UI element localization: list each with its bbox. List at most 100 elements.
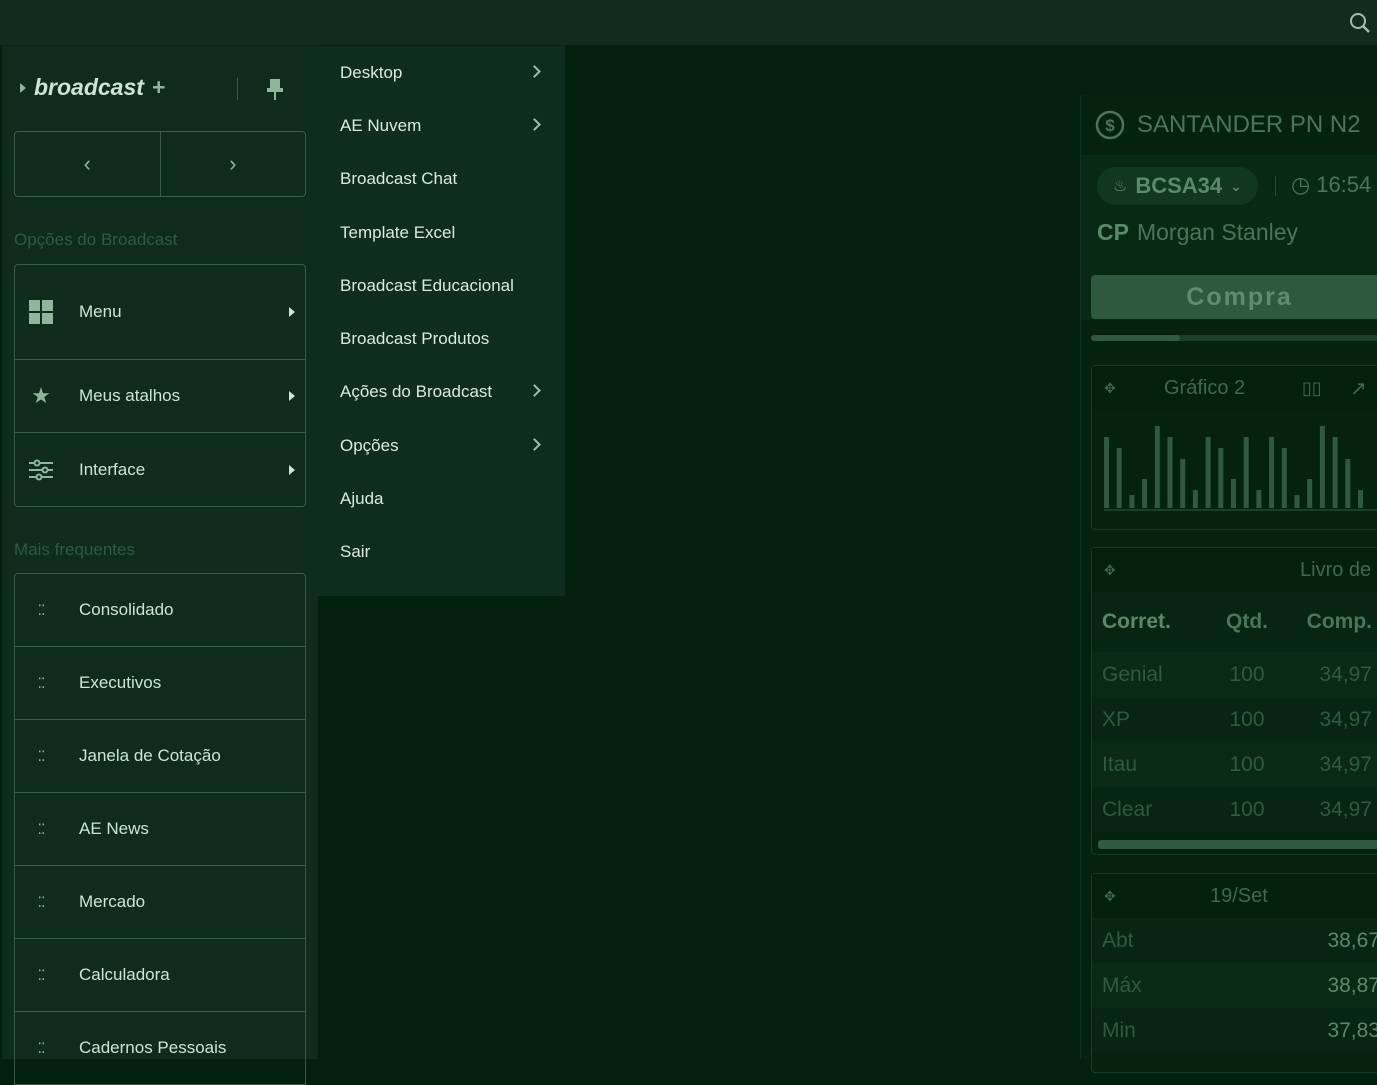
menu-item-ajuda[interactable]: Ajuda xyxy=(318,472,565,525)
chart-header: ✥ Gráfico 2 ▯▯ ↗ xyxy=(1092,366,1377,410)
book-cell: 100 xyxy=(1229,707,1265,731)
expand-icon[interactable]: ↗ xyxy=(1350,377,1367,400)
chart-bar xyxy=(1294,495,1300,508)
column-header[interactable]: Corret. xyxy=(1102,610,1171,633)
menu-item-sair[interactable]: Sair xyxy=(318,526,565,579)
menu-item-label: Ações do Broadcast xyxy=(340,382,493,402)
frequent-group: ⁚⁚ Consolidado ⁚⁚ Executivos ⁚⁚ Janela de C… xyxy=(14,573,306,1085)
options-group: Menu ★ Meus atalhos Interface xyxy=(14,264,306,507)
chart-bar xyxy=(1205,437,1211,508)
book-cell: Itau xyxy=(1102,752,1138,776)
stat-value: 37,83 xyxy=(1327,1018,1377,1042)
menu-item-ae-nuvem[interactable]: AE Nuvem xyxy=(318,99,565,152)
book-cell: 100 xyxy=(1229,797,1265,821)
move-icon[interactable]: ✥ xyxy=(1104,379,1116,396)
chart-bar xyxy=(1345,459,1351,508)
caret-right-icon xyxy=(289,464,295,475)
menu-item-produtos[interactable]: Broadcast Produtos xyxy=(318,312,565,365)
divider xyxy=(237,78,238,100)
split-icon[interactable]: ▯▯ xyxy=(1302,377,1322,398)
menu-item-label: Sair xyxy=(340,542,371,562)
book-row[interactable]: XP 100 34,97 xyxy=(1092,697,1377,742)
move-icon[interactable]: ✥ xyxy=(1104,561,1116,578)
ticker-select[interactable]: ♨ BCSA34 ⌄ xyxy=(1097,167,1258,205)
day-title: 19/Set xyxy=(1210,884,1268,907)
sidebar xyxy=(2,46,318,1059)
menu-item-educacional[interactable]: Broadcast Educacional xyxy=(318,259,565,312)
buy-button[interactable]: Compra xyxy=(1091,275,1377,319)
chart-bar xyxy=(1319,426,1325,508)
menu-item-template-excel[interactable]: Template Excel xyxy=(318,206,565,259)
section-label: Mais frequentes xyxy=(14,540,135,559)
drag-handle-icon[interactable]: ⁚⁚ xyxy=(37,674,46,691)
sidebar-item-label: Menu xyxy=(79,302,122,321)
chevron-right-icon xyxy=(528,118,541,131)
move-icon[interactable]: ✥ xyxy=(1104,887,1116,904)
day-stats-panel: ✥ 19/Set Abt 38,67 Máx 38,87 Min 37,83 xyxy=(1091,873,1377,1073)
frequent-item[interactable]: ⁚⁚ Mercado xyxy=(15,866,305,939)
column-header[interactable]: Comp. xyxy=(1306,610,1372,633)
stat-row: Min 37,83 xyxy=(1092,1008,1377,1053)
frequent-item[interactable]: ⁚⁚ Janela de Cotação xyxy=(15,720,305,793)
brand-logo: broadcast xyxy=(34,74,144,100)
sidebar-item-interface[interactable]: Interface xyxy=(15,433,305,506)
sidebar-item-shortcuts[interactable]: ★ Meus atalhos xyxy=(15,360,305,433)
drag-handle-icon[interactable]: ⁚⁚ xyxy=(37,966,46,983)
menu-item-label: Broadcast Educacional xyxy=(340,275,514,295)
chart-bar xyxy=(1332,437,1338,508)
menu-item-opcoes[interactable]: Opções xyxy=(318,419,565,472)
brand[interactable]: broadcast + xyxy=(20,74,165,101)
chart-bar xyxy=(1129,495,1135,508)
chart-bar xyxy=(1167,437,1173,508)
drag-handle-icon[interactable]: ⁚⁚ xyxy=(37,820,46,837)
history-nav: ‹ › xyxy=(14,131,306,197)
column-header[interactable]: Qtd. xyxy=(1226,610,1268,633)
stat-row: Abt 38,67 xyxy=(1092,918,1377,963)
dropdown-menu: Desktop AE Nuvem Broadcast Chat Template… xyxy=(318,46,565,596)
stat-label: Máx xyxy=(1102,973,1142,997)
time-value: 16:54 xyxy=(1316,172,1372,197)
sliders-icon xyxy=(28,459,54,481)
drag-handle-icon[interactable]: ⁚⁚ xyxy=(37,601,46,618)
drag-handle-icon[interactable]: ⁚⁚ xyxy=(37,1039,46,1056)
order-book-panel: ✥ Livro de Corret. Qtd. Comp. Genial 100 34,9… xyxy=(1091,547,1377,855)
chart-bar xyxy=(1231,479,1236,508)
mini-chart xyxy=(1104,426,1377,511)
menu-item-desktop[interactable]: Desktop xyxy=(318,46,565,99)
chevron-down-icon: ⌄ xyxy=(1230,177,1242,194)
progress-fill xyxy=(1091,335,1181,341)
frequent-item[interactable]: ⁚⁚ Cadernos Pessoais xyxy=(15,1012,305,1085)
horizontal-scrollbar[interactable] xyxy=(1098,840,1377,849)
frequent-item[interactable]: ⁚⁚ Calculadora xyxy=(15,939,305,1012)
frequent-item[interactable]: ⁚⁚ Consolidado xyxy=(15,574,305,647)
chevron-right-icon xyxy=(528,384,541,398)
book-row[interactable]: Itau 100 34,97 xyxy=(1092,742,1377,787)
pin-icon[interactable] xyxy=(266,78,284,102)
forward-button[interactable]: › xyxy=(229,151,237,176)
book-row[interactable]: Clear 100 34,97 xyxy=(1092,787,1377,832)
stat-value: 38,87 xyxy=(1327,973,1377,997)
drag-handle-icon[interactable]: ⁚⁚ xyxy=(37,893,46,910)
item-label: Mercado xyxy=(79,892,146,911)
stat-value: 38,67 xyxy=(1327,928,1377,952)
book-cell: 34,97 xyxy=(1319,707,1372,731)
frequent-item[interactable]: ⁚⁚ Executivos xyxy=(15,647,305,720)
drag-handle-icon[interactable]: ⁚⁚ xyxy=(37,747,46,764)
chart-panel: ✥ Gráfico 2 ▯▯ ↗ xyxy=(1091,365,1377,530)
ticker-label: BCSA34 xyxy=(1135,173,1223,198)
broker-line: CP Morgan Stanley xyxy=(1097,219,1361,246)
book-header-row: Corret. Qtd. Comp. xyxy=(1092,592,1377,652)
book-row[interactable]: Genial 100 34,97 xyxy=(1092,652,1377,697)
book-title: Livro de xyxy=(1300,558,1372,581)
menu-item-acoes[interactable]: Ações do Broadcast xyxy=(318,366,565,419)
frequent-item[interactable]: ⁚⁚ AE News xyxy=(15,793,305,866)
brand-plus: + xyxy=(151,74,166,100)
chart-bar xyxy=(1358,490,1363,508)
stat-label: Min xyxy=(1102,1018,1136,1042)
menu-item-broadcast-chat[interactable]: Broadcast Chat xyxy=(318,153,565,206)
chevron-right-icon xyxy=(528,437,541,451)
search-icon[interactable] xyxy=(1349,12,1371,34)
quote-window: $ SANTANDER PN N2 ♨ BCSA34 ⌄ ◷ 16:54 CP Morg… xyxy=(1080,95,1377,1073)
back-button[interactable]: ‹ xyxy=(15,132,161,196)
sidebar-item-menu[interactable]: Menu xyxy=(15,265,305,360)
